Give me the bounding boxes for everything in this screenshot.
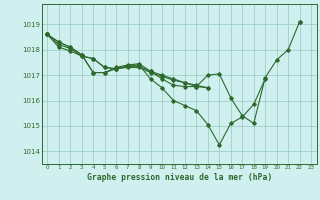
- X-axis label: Graphe pression niveau de la mer (hPa): Graphe pression niveau de la mer (hPa): [87, 173, 272, 182]
